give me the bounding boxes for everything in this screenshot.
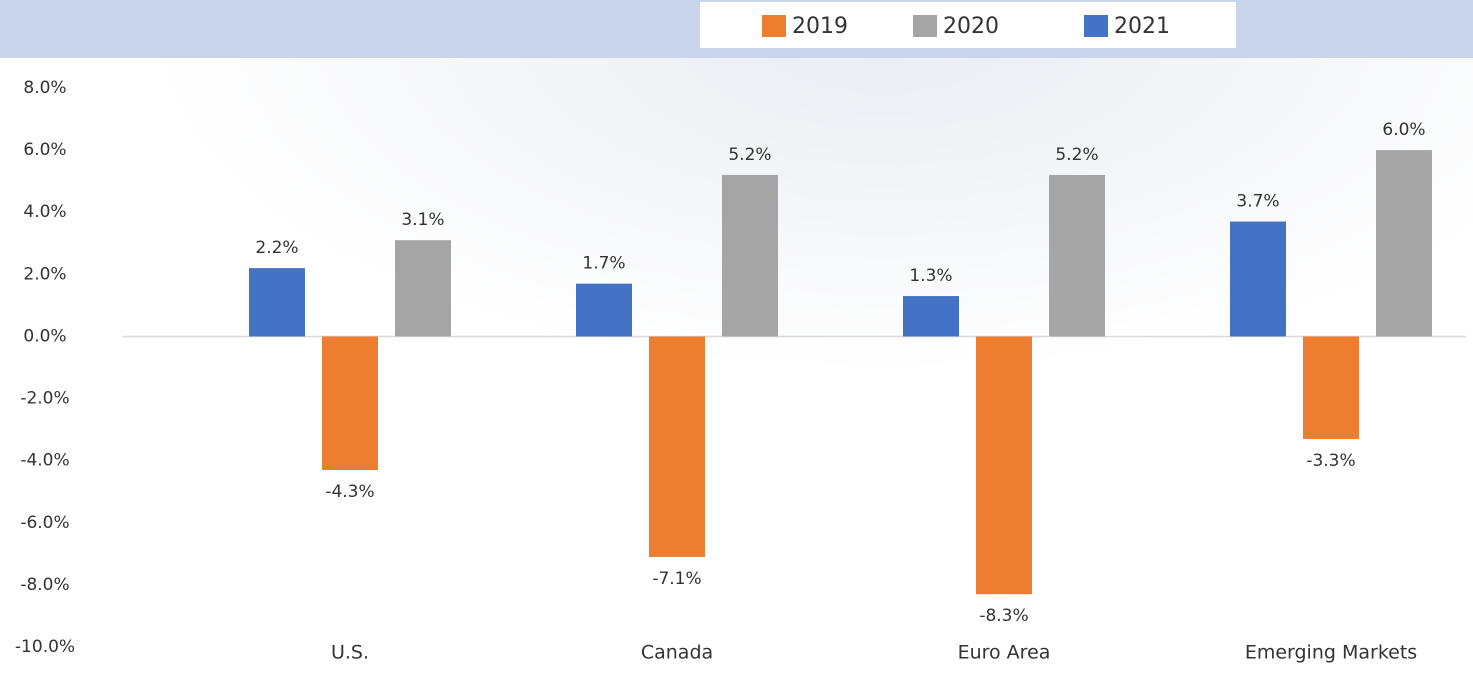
data-label: 5.2% xyxy=(1055,145,1098,165)
data-label: 2.2% xyxy=(255,238,298,258)
legend-swatch xyxy=(1084,15,1108,37)
y-tick-label: 6.0% xyxy=(23,140,66,160)
bar xyxy=(1376,150,1432,337)
bar xyxy=(1049,174,1105,337)
bar xyxy=(649,336,705,557)
y-tick-label: -4.0% xyxy=(20,451,69,471)
y-tick-label: -6.0% xyxy=(20,513,69,533)
y-tick-label: 8.0% xyxy=(23,78,66,98)
data-label: -3.3% xyxy=(1306,451,1355,471)
x-tick-label: Euro Area xyxy=(958,642,1051,664)
bar xyxy=(249,268,305,337)
y-tick-label: 0.0% xyxy=(23,326,66,346)
legend-label: 2020 xyxy=(943,14,999,39)
y-tick-label: 4.0% xyxy=(23,202,66,222)
data-label: 6.0% xyxy=(1382,120,1425,140)
y-tick-label: -2.0% xyxy=(20,389,69,409)
bar xyxy=(576,283,632,337)
x-tick-label: U.S. xyxy=(331,642,369,664)
bar xyxy=(1230,221,1286,337)
x-tick-label: Emerging Markets xyxy=(1245,642,1417,664)
legend-label: 2019 xyxy=(792,14,848,39)
bar xyxy=(722,174,778,337)
bar xyxy=(1303,336,1359,439)
data-label: 1.7% xyxy=(582,254,625,274)
x-tick-label: Canada xyxy=(641,642,713,664)
data-label: -7.1% xyxy=(652,569,701,589)
legend-label: 2021 xyxy=(1114,14,1170,39)
y-tick-label: -8.0% xyxy=(20,575,69,595)
legend-swatch xyxy=(762,15,786,37)
y-tick-label: 2.0% xyxy=(23,264,66,284)
legend-swatch xyxy=(913,15,937,37)
data-label: -4.3% xyxy=(325,482,374,502)
data-label: 5.2% xyxy=(728,145,771,165)
y-tick-label: -10.0% xyxy=(15,637,75,657)
legend-box xyxy=(700,2,1236,48)
bar xyxy=(976,336,1032,595)
bar xyxy=(395,240,451,337)
bar xyxy=(322,336,378,470)
bar xyxy=(903,296,959,337)
data-label: -8.3% xyxy=(979,606,1028,626)
data-label: 3.7% xyxy=(1236,192,1279,212)
data-label: 3.1% xyxy=(401,210,444,230)
data-label: 1.3% xyxy=(909,266,952,286)
